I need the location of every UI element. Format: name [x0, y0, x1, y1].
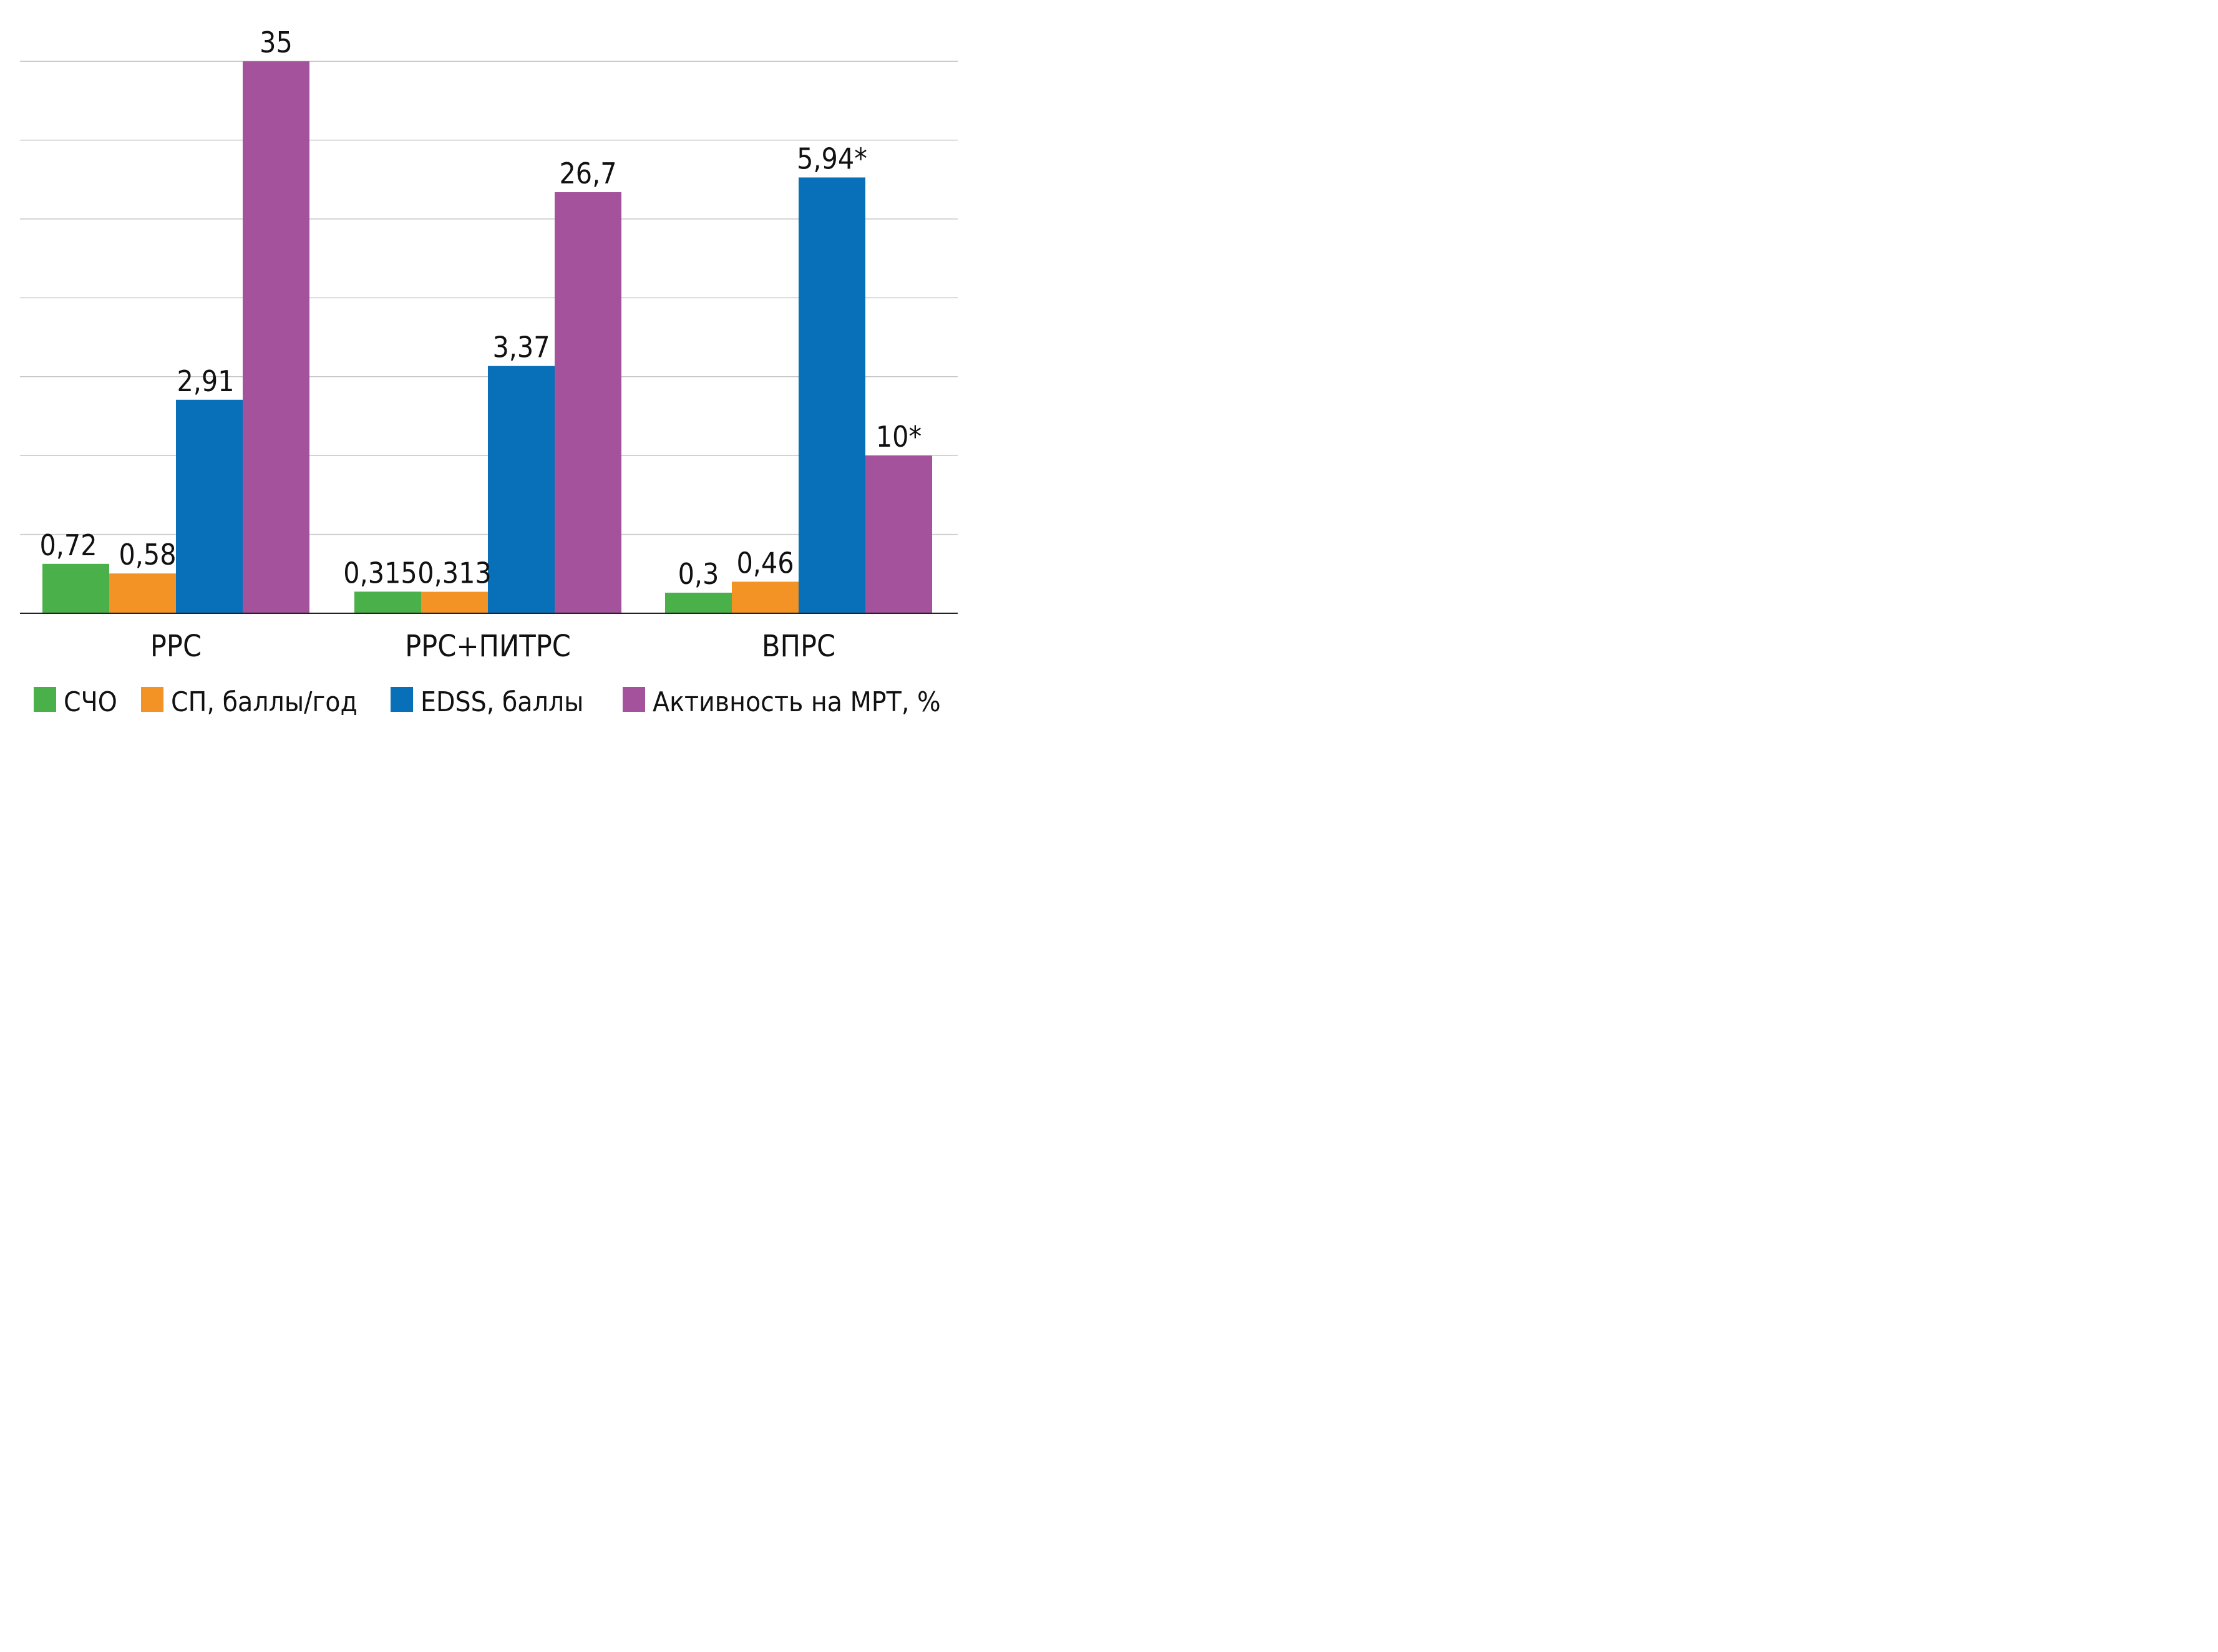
data-label: 0,3: [678, 557, 719, 591]
bar-3-3: [799, 177, 865, 613]
data-label: 35: [260, 26, 293, 59]
data-label: 0,46: [736, 546, 794, 580]
data-label: 3,37: [492, 331, 550, 364]
legend-label: Активность на МРТ, %: [653, 686, 941, 718]
legend: СЧО СП, баллы/год EDSS, баллы Активность на…: [34, 686, 941, 718]
legend-label: EDSS, баллы: [421, 686, 583, 718]
category-label: РРС+ПИТРС: [405, 629, 571, 664]
bar-4-3: [865, 455, 932, 613]
category-label: РРС: [150, 629, 202, 664]
data-label: 26,7: [559, 157, 616, 190]
bars: [42, 61, 932, 613]
bar-3-1: [176, 399, 243, 613]
bar-2-2: [421, 591, 488, 613]
bar-2-1: [109, 573, 176, 613]
bar-1-3: [665, 593, 732, 613]
data-label: 0,58: [119, 538, 176, 571]
data-label: 0,72: [39, 528, 97, 562]
legend-label: СП, баллы/год: [171, 686, 358, 718]
legend-label: СЧО: [64, 686, 117, 718]
legend-swatch: [34, 687, 56, 712]
bar-1-2: [354, 591, 421, 613]
data-label: 0,313: [417, 556, 491, 590]
category-label: ВПРС: [762, 629, 835, 664]
bar-chart: 0,72 0,58 2,91 35 0,315 0,313 3,37 26,7 0,3 0,46 5…: [20, 26, 958, 718]
data-label: 5,94*: [797, 142, 867, 175]
data-label: 2,91: [177, 364, 234, 398]
legend-swatch: [391, 687, 413, 712]
value-labels: 0,72 0,58 2,91 35 0,315 0,313 3,37 26,7 0,3 0,46 5…: [39, 26, 922, 591]
bar-4-1: [243, 61, 309, 613]
category-labels: РРС РРС+ПИТРС ВПРС: [150, 629, 835, 664]
bar-1-1: [42, 563, 109, 613]
legend-swatch: [623, 687, 645, 712]
bar-4-2: [555, 192, 621, 613]
legend-swatch: [141, 687, 163, 712]
data-label: 0,315: [343, 556, 417, 590]
bar-3-2: [488, 366, 555, 613]
chart-container: 0,72 0,58 2,91 35 0,315 0,313 3,37 26,7 0,3 0,46 5…: [0, 0, 978, 729]
bar-2-3: [732, 581, 799, 613]
data-label: 10*: [876, 420, 922, 454]
